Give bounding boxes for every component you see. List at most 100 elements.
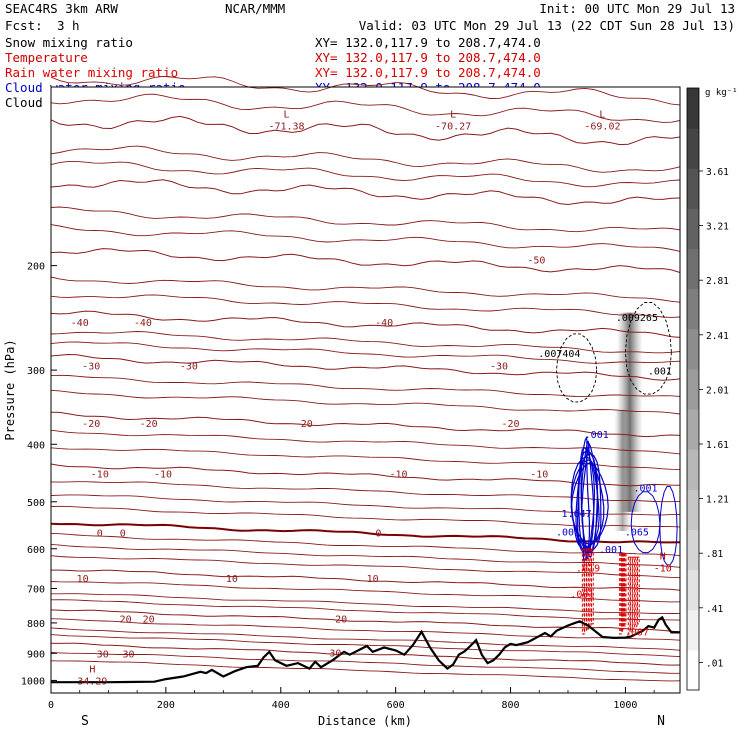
rain-contour (627, 556, 631, 635)
plot-background (51, 87, 680, 693)
temperature-label: -30 (490, 362, 508, 373)
temperature-isotherm (50, 532, 681, 557)
colorbar-swatch (687, 569, 699, 611)
colorbar: g kg⁻¹ 3.61 3.21 2.81 2.41 2.01 1.61 1.21 .81 .4… (686, 87, 738, 691)
colorbar-label: .81 (706, 549, 723, 560)
temperature-isotherm (50, 543, 681, 568)
temperature-label: -50 (527, 255, 545, 266)
cloud-ice-plume (613, 409, 632, 531)
cloud-ice-label: .001 (648, 366, 672, 377)
temperature-label: 30 (329, 648, 341, 659)
temperature-isotherm (50, 341, 681, 364)
temperature-label: 20 (335, 615, 347, 626)
colorbar-swatch (687, 529, 699, 571)
colorbar-label: .41 (706, 604, 723, 615)
temperature-label: 20 (143, 615, 155, 626)
temperature-isotherm (50, 522, 681, 544)
temperature-isotherm (50, 660, 681, 682)
cloud-water-label: .001 (633, 483, 657, 494)
colorbar-unit: g kg⁻¹ (705, 88, 738, 98)
temperature-isotherm (50, 555, 681, 579)
extremum-type: H (89, 664, 95, 675)
temperature-label: 30 (123, 650, 135, 661)
extremum-value: -70.27 (435, 121, 471, 132)
colorbar-swatch (687, 208, 699, 250)
x-tick-label: 1000 (613, 700, 637, 711)
temperature-isotherm (50, 642, 681, 666)
cloud-water-label: .001 (556, 528, 580, 539)
fcst-value: 3 h (57, 18, 80, 33)
cloud-water-label: 1.647 (562, 509, 592, 520)
cloud-ice-label: .007404 (538, 349, 580, 360)
temperature-isotherm (50, 294, 681, 318)
rain-contour (620, 552, 624, 632)
temperature-label: -20 (82, 419, 100, 430)
y-tick-label: 600 (27, 545, 45, 556)
temperature-label: -10 (154, 470, 172, 481)
colorbar-swatch (687, 449, 699, 490)
temperature-label: 10 (226, 574, 238, 585)
cloud-water-label: .001 (599, 545, 623, 556)
extremum-type: L (284, 109, 290, 120)
rain-contour (630, 556, 633, 632)
rain-contour (591, 548, 594, 625)
rain-label: .019 (576, 563, 600, 574)
rain-contour (586, 548, 590, 630)
temperature-isotherm (50, 248, 681, 273)
temperature-isotherm (50, 115, 681, 146)
extremum-type: H (660, 551, 666, 562)
temperature-isotherm (50, 160, 681, 188)
cloud-water-contour (570, 462, 609, 546)
temperature-isotherm (50, 75, 681, 106)
temperature-label: -20 (295, 419, 313, 430)
temperature-label: -30 (82, 362, 100, 373)
center-label: NCAR/MMM (225, 1, 285, 16)
temperature-label: -20 (140, 419, 158, 430)
cloud-water-label: .001 (585, 430, 609, 441)
init-label: Init: 00 UTC Mon 29 Jul 13 (539, 1, 735, 16)
rain-contour (622, 552, 626, 627)
y-axis: 200 300 400 500 600 700 800 900 1000 (21, 262, 57, 687)
temperature-isotherm (51, 569, 681, 591)
terrain-line (51, 615, 680, 684)
x-tick-label: 800 (502, 700, 520, 711)
fcst-label: Fcst: (5, 18, 43, 33)
temperature-isotherm (50, 93, 681, 123)
colorbar-swatch (687, 649, 699, 691)
temperature-isotherm (50, 627, 681, 651)
cloud-water-contour (630, 491, 661, 554)
y-tick-label: 800 (27, 619, 45, 630)
cloud-ice-contour (556, 333, 598, 403)
cloud-ice-label: .009265 (616, 313, 658, 324)
colorbar-label: 2.41 (706, 331, 729, 342)
colorbar-swatch (687, 248, 699, 290)
rain-contour (634, 556, 638, 627)
rain-contour (636, 556, 640, 625)
temperature-isotherm (50, 429, 681, 455)
cloud-water-contour (576, 449, 599, 554)
temperature-isotherm (50, 374, 681, 398)
colorbar-swatch (687, 328, 699, 370)
temperature-isotherm (50, 447, 681, 470)
temperature-isotherm (50, 494, 681, 516)
legend-entry-xy: XY= 132.0,117.9 to 208.7,474.0 (315, 35, 541, 50)
y-tick-label: 1000 (21, 676, 45, 687)
colorbar-label: 1.61 (706, 440, 729, 451)
temperature-isotherm (50, 609, 681, 633)
temperature-isotherm (50, 463, 681, 487)
temperature-isotherm (50, 599, 681, 621)
extremum-type: L (450, 109, 456, 120)
x-endpoint-left: S (81, 714, 89, 729)
rain-contour (619, 552, 622, 635)
legend-entry-name: Temperature (5, 50, 88, 65)
cloud-water-contour (659, 486, 678, 566)
y-tick-label: 900 (27, 649, 45, 660)
x-tick-label: 0 (48, 700, 54, 711)
temperature-label: -40 (375, 318, 393, 329)
temperature-label: -10 (530, 470, 548, 481)
temperature-isotherm (50, 652, 680, 674)
model-label: SEAC4RS 3km ARW (5, 1, 118, 16)
temperature-label: -10 (389, 470, 407, 481)
contour-labels: -40 -40 -40 -30 -30 -30 -20 -20 -20 -20 -10 -10 -10 -… (71, 109, 672, 687)
extremum-value: 34.29 (77, 676, 107, 687)
